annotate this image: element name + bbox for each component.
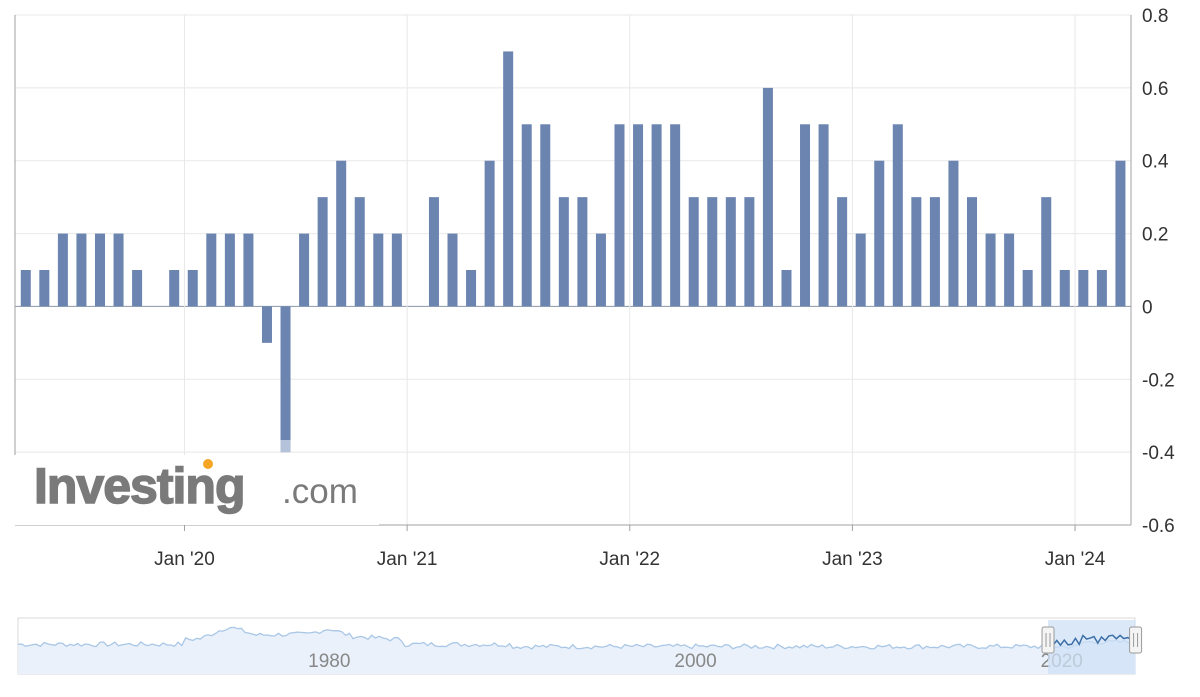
navigator-left-handle[interactable] — [1041, 626, 1055, 654]
bar[interactable] — [224, 233, 235, 307]
bar[interactable] — [985, 233, 996, 307]
x-tick-label: Jan '21 — [377, 549, 438, 570]
bar[interactable] — [169, 270, 180, 307]
navigator-area — [18, 627, 1135, 674]
grid — [15, 14, 1131, 526]
bar[interactable] — [911, 197, 922, 307]
bar[interactable] — [354, 197, 365, 307]
navigator-selected-line — [1048, 634, 1136, 647]
y-tick-label: 0.6 — [1142, 79, 1168, 100]
bar[interactable] — [299, 233, 310, 307]
bar-faded-segment — [280, 440, 291, 453]
bar[interactable] — [20, 270, 31, 307]
svg-text:.com: .com — [282, 472, 358, 511]
bar[interactable] — [243, 233, 254, 307]
x-tick-label: Jan '23 — [822, 549, 883, 570]
bar[interactable] — [57, 233, 68, 307]
y-axis-ticks: 0.8 0.6 0.4 0.2 0 -0.2 -0.4 -0.6 — [1142, 6, 1175, 537]
range-navigator[interactable]: 198020002020 — [17, 617, 1143, 675]
bar[interactable] — [892, 124, 903, 307]
bar[interactable] — [818, 124, 829, 307]
bar[interactable] — [725, 197, 736, 307]
logo-backdrop — [14, 455, 379, 525]
y-tick-label: 0.2 — [1142, 225, 1168, 246]
bar[interactable] — [633, 124, 644, 307]
bar[interactable] — [261, 306, 272, 343]
navigator-right-handle[interactable] — [1129, 626, 1143, 654]
bar[interactable] — [948, 160, 959, 307]
bar[interactable] — [280, 306, 291, 453]
bar[interactable] — [428, 197, 439, 307]
bar[interactable] — [614, 124, 625, 307]
bar[interactable] — [800, 124, 811, 307]
bar[interactable] — [373, 233, 384, 307]
bar[interactable] — [521, 124, 532, 307]
bar[interactable] — [967, 197, 978, 307]
bar[interactable] — [707, 197, 718, 307]
bar[interactable] — [94, 233, 105, 307]
y-tick-label: -0.6 — [1142, 516, 1175, 537]
bar[interactable] — [187, 270, 198, 307]
bar[interactable] — [336, 160, 347, 307]
logo-dot — [203, 459, 213, 469]
bar[interactable] — [1059, 270, 1070, 307]
bar[interactable] — [1004, 233, 1015, 307]
bar[interactable] — [874, 160, 885, 307]
bar[interactable] — [855, 233, 866, 307]
bar[interactable] — [762, 87, 773, 307]
bar[interactable] — [595, 233, 606, 307]
bar[interactable] — [670, 124, 681, 307]
bar[interactable] — [466, 270, 477, 307]
bar[interactable] — [76, 233, 87, 307]
x-tick-label: Jan '22 — [599, 549, 660, 570]
y-tick-label: 0.4 — [1142, 152, 1169, 173]
navigator-year-label: 1980 — [308, 651, 350, 672]
x-axis-ticks: Jan '20 Jan '21 Jan '22 Jan '23 Jan '24 — [154, 525, 1106, 570]
bar[interactable] — [39, 270, 50, 307]
bar[interactable] — [558, 197, 569, 307]
bar[interactable] — [113, 233, 124, 307]
bar[interactable] — [1115, 160, 1126, 307]
x-tick-label: Jan '24 — [1045, 549, 1106, 570]
bar[interactable] — [929, 197, 940, 307]
x-tick-label: Jan '20 — [154, 549, 215, 570]
bar[interactable] — [540, 124, 551, 307]
bar[interactable] — [1096, 270, 1107, 307]
axes — [14, 15, 1132, 526]
y-tick-label: -0.4 — [1142, 443, 1175, 464]
bar[interactable] — [503, 51, 514, 307]
bar[interactable] — [651, 124, 662, 307]
bar[interactable] — [132, 270, 143, 307]
bar[interactable] — [317, 197, 328, 307]
navigator-selection[interactable] — [1048, 620, 1136, 674]
navigator-line — [17, 626, 1136, 650]
bar[interactable] — [206, 233, 217, 307]
bar[interactable] — [744, 197, 755, 307]
svg-text:Investing: Investing — [34, 458, 244, 514]
bar[interactable] — [688, 197, 699, 307]
bar[interactable] — [1022, 270, 1033, 307]
y-tick-label: 0 — [1142, 297, 1153, 318]
navigator-handle-grip[interactable] — [1041, 626, 1055, 654]
bar[interactable] — [1041, 197, 1052, 307]
bar[interactable] — [577, 197, 588, 307]
bar[interactable] — [781, 270, 792, 307]
bar[interactable] — [447, 233, 458, 307]
bar[interactable] — [1078, 270, 1089, 307]
bar[interactable] — [484, 160, 495, 307]
bar[interactable] — [391, 233, 402, 307]
bar[interactable] — [837, 197, 848, 307]
y-tick-label: -0.2 — [1142, 370, 1175, 391]
y-tick-label: 0.8 — [1142, 6, 1168, 27]
navigator-handle-grip[interactable] — [1129, 626, 1143, 654]
bars — [20, 51, 1126, 453]
investing-logo: Investing .com — [14, 455, 379, 525]
navigator-year-label: 2000 — [674, 651, 716, 672]
